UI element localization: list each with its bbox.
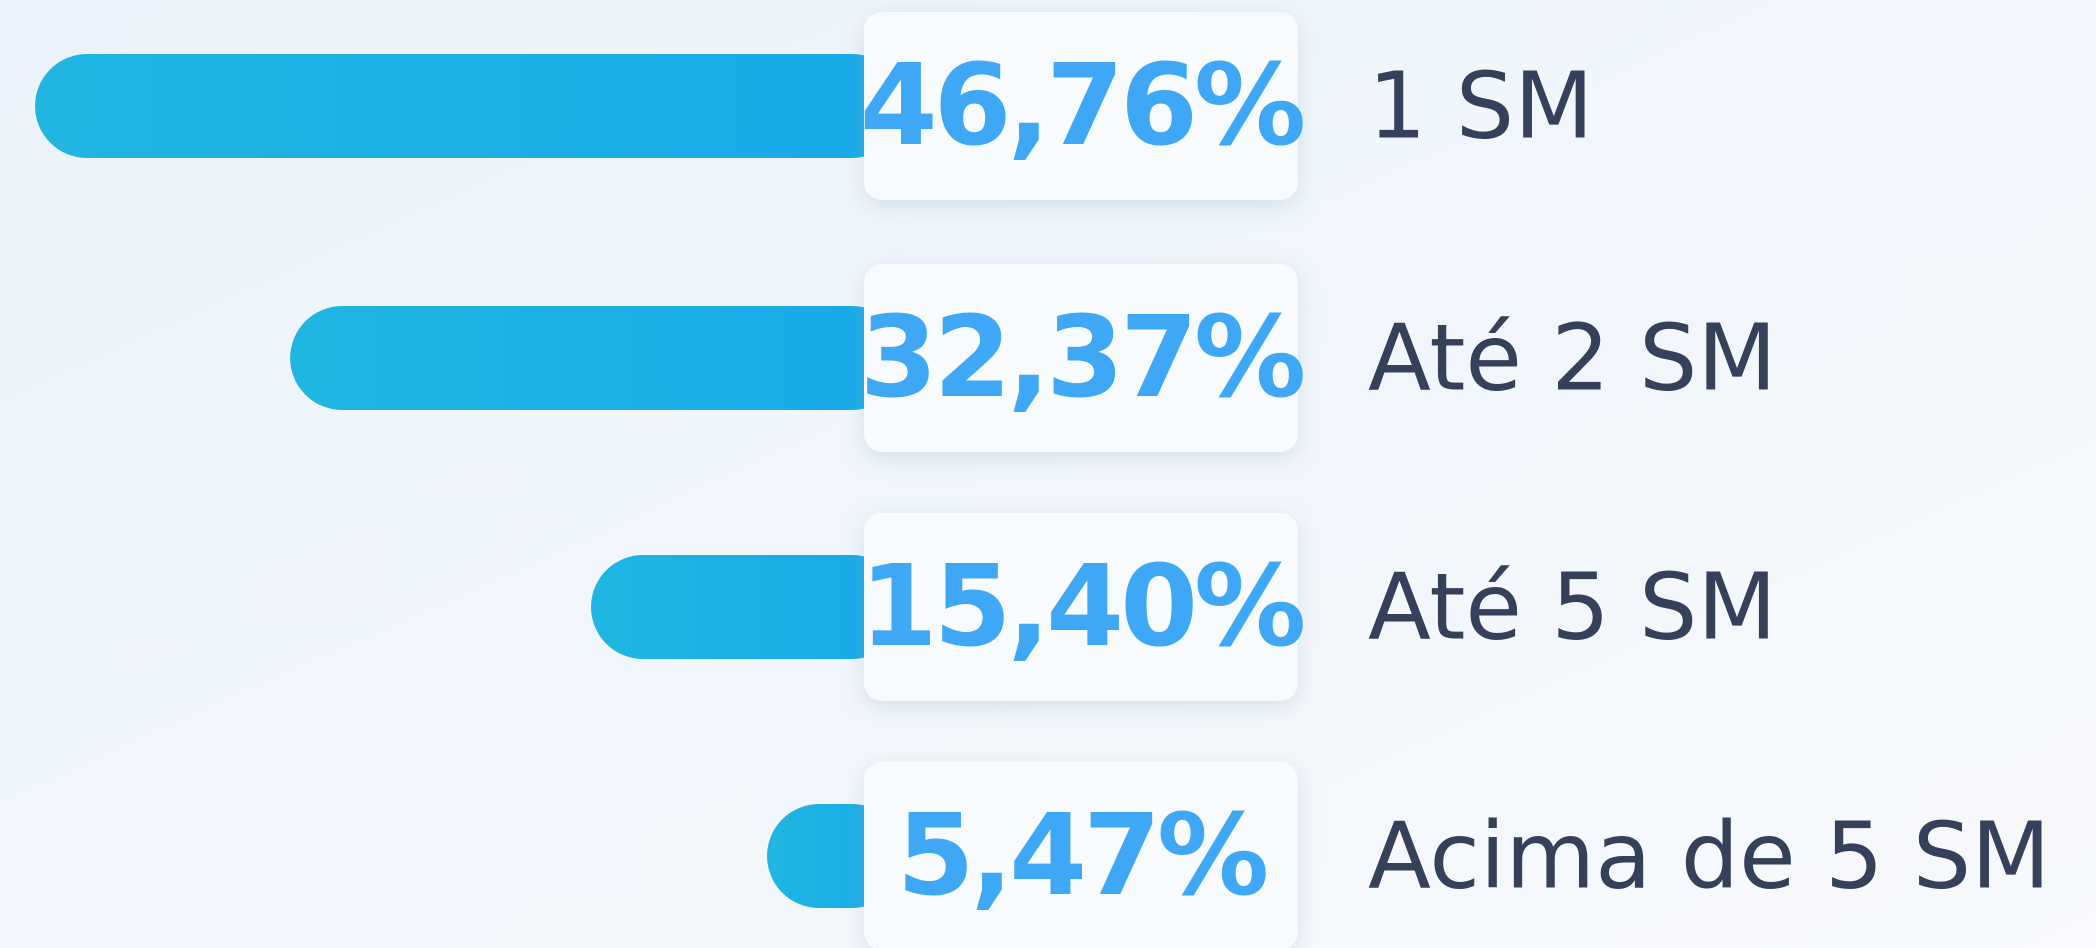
value-card [864, 762, 1298, 948]
category-label: Até 5 SM [1368, 554, 1777, 661]
value-label: 32,37% [860, 293, 1303, 423]
value-label: 15,40% [860, 542, 1303, 672]
category-label: 1 SM [1368, 53, 1594, 160]
category-label: Acima de 5 SM [1368, 803, 2051, 910]
value-card [864, 264, 1298, 452]
bar [290, 306, 905, 410]
value-label: 46,76% [860, 41, 1303, 171]
value-label: 5,47% [897, 791, 1266, 921]
category-label: Até 2 SM [1368, 305, 1777, 412]
bar [590, 555, 904, 659]
value-card [864, 513, 1298, 701]
value-card [864, 12, 1298, 200]
bar [35, 54, 904, 158]
